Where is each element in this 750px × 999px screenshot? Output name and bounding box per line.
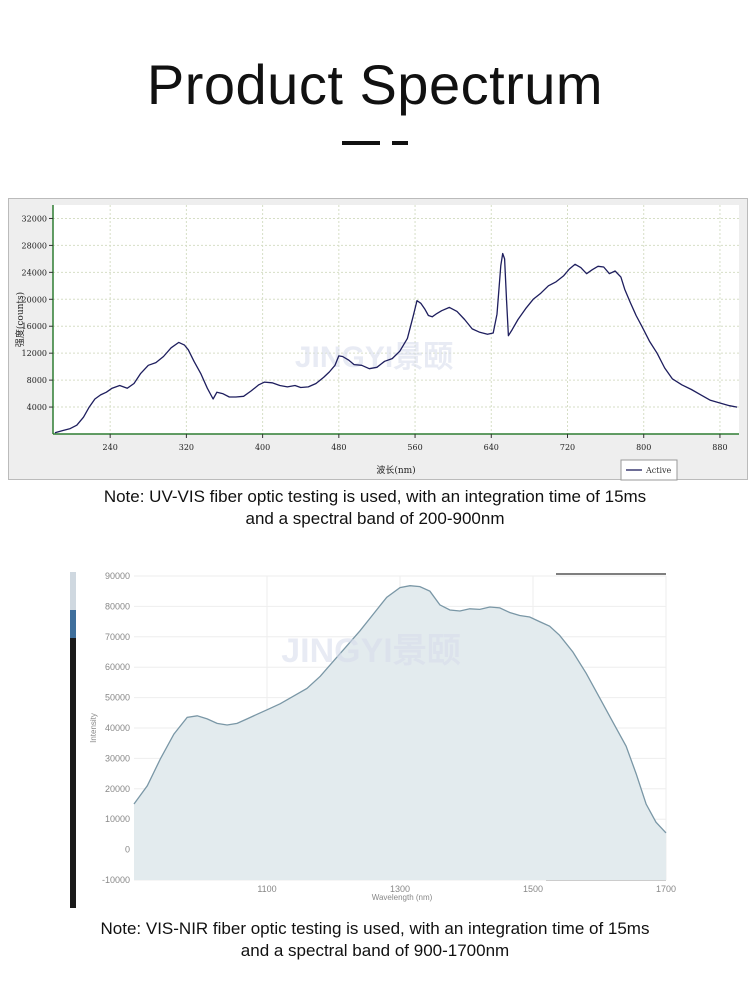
x-tick-label: 320: [179, 443, 194, 452]
side-strip-top: [70, 572, 76, 610]
y-tick-label: 60000: [105, 662, 130, 672]
x-tick-label: 800: [636, 443, 651, 452]
y-tick-label: 20000: [22, 295, 47, 304]
vis-nir-chart-svg: -10000 0 10000 20000 30000 40000 50000 60000 700…: [70, 571, 676, 908]
watermark-text: JINGYI景颐: [295, 341, 453, 374]
x-tick-label: 1100: [257, 884, 276, 894]
y-axis-label: 强度(counts): [14, 292, 26, 347]
uv-vis-note: Note: UV-VIS fiber optic testing is used…: [0, 486, 750, 530]
legend: Active: [620, 459, 678, 481]
y-tick-label: 24000: [22, 268, 47, 277]
vis-nir-note-line1: Note: VIS-NIR fiber optic testing is use…: [100, 919, 650, 938]
vis-nir-note-line2: and a spectral band of 900-1700nm: [240, 941, 510, 960]
x-axis-label: 波长(nm): [376, 464, 415, 476]
series-line: [133, 585, 667, 834]
y-axis-label: Intensity: [89, 713, 98, 743]
y-tick-label: 32000: [22, 214, 47, 223]
y-tick-label: 90000: [105, 571, 130, 581]
title-underline-long: [342, 141, 380, 145]
y-tick-label: 80000: [105, 601, 130, 611]
uv-vis-note-line1: Note: UV-VIS fiber optic testing is used…: [103, 487, 647, 506]
y-tick-label: 40000: [105, 723, 130, 733]
x-tick-label: 720: [560, 443, 575, 452]
y-tick-label: 20000: [105, 784, 130, 794]
y-tick-label: 8000: [27, 376, 47, 385]
legend-box: [620, 459, 678, 481]
watermark-text: JINGYI景颐: [281, 632, 460, 670]
x-tick-label: 560: [407, 443, 422, 452]
title-underline-short: [392, 141, 408, 145]
x-tick-label: 1300: [390, 884, 410, 894]
side-strip-accent: [70, 610, 76, 638]
uv-vis-spectrum-chart: 4000 8000 12000 16000 20000 24000 28000 32000 24…: [8, 198, 748, 481]
y-tick-label: -10000: [102, 875, 130, 885]
x-tick-label: 1700: [656, 884, 676, 894]
y-tick-label: 30000: [105, 753, 130, 763]
y-tick-label: 70000: [105, 632, 130, 642]
side-strip: [70, 572, 76, 908]
plot-area: [53, 205, 739, 434]
y-tick-label: 16000: [22, 322, 47, 331]
uv-vis-note-line2: and a spectral band of 200-900nm: [245, 509, 505, 528]
x-tick-label: 1500: [523, 884, 543, 894]
series-area-fill: [134, 585, 666, 880]
page-title: Product Spectrum: [146, 53, 604, 116]
y-tick-label: 10000: [105, 814, 130, 824]
x-tick-label: 400: [255, 443, 270, 452]
series-line-active: [54, 252, 738, 434]
x-tick-label: 480: [331, 443, 346, 452]
y-tick-label: 50000: [105, 693, 130, 703]
x-tick-label: 240: [103, 443, 118, 452]
legend-entry-active: Active: [645, 466, 672, 475]
vis-nir-note: Note: VIS-NIR fiber optic testing is use…: [0, 918, 750, 962]
y-tick-label: 12000: [22, 349, 47, 358]
x-tick-label: 640: [484, 443, 499, 452]
uv-vis-chart-svg: 4000 8000 12000 16000 20000 24000 28000 32000 24…: [14, 205, 739, 481]
x-axis-label: Wavelength (nm): [372, 893, 433, 902]
y-tick-label: 28000: [22, 241, 47, 250]
vis-nir-spectrum-chart: -10000 0 10000 20000 30000 40000 50000 60000 700…: [66, 570, 686, 910]
y-tick-label: 0: [125, 845, 130, 855]
x-tick-label: 880: [712, 443, 727, 452]
y-tick-label: 4000: [27, 403, 47, 412]
